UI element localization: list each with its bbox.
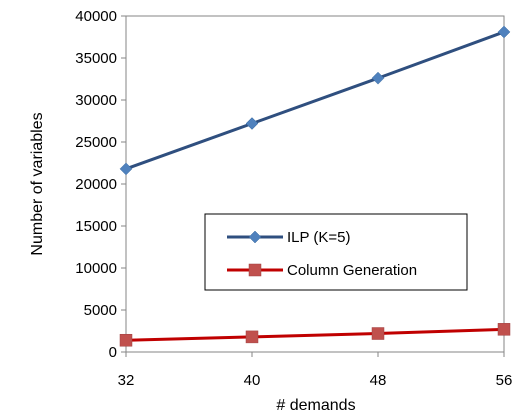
y-tick-label: 40000 — [75, 8, 117, 25]
series-layer — [119, 25, 511, 347]
y-tick-label: 0 — [109, 344, 117, 361]
legend-label: ILP (K=5) — [287, 229, 351, 246]
y-tick-label: 5000 — [84, 302, 117, 319]
y-tick-label: 15000 — [75, 218, 117, 235]
legend-box — [204, 213, 468, 291]
y-tick-label: 20000 — [75, 176, 117, 193]
plot-border — [125, 15, 505, 353]
legend-marker — [248, 263, 262, 277]
y-tick-label: 35000 — [75, 50, 117, 67]
x-axis-ticks: 32 40 48 56 — [118, 352, 513, 389]
y-tick-label: 30000 — [75, 92, 117, 109]
data-point — [371, 327, 385, 340]
y-tick-label: 10000 — [75, 260, 117, 277]
data-point — [371, 71, 385, 85]
series-line — [125, 327, 505, 342]
series-line — [125, 30, 505, 171]
x-tick-label: 56 — [496, 372, 513, 389]
y-axis-ticks: 0 5000 10000 15000 20000 25000 30000 35000 40000 — [75, 8, 126, 361]
y-axis-title: Number of variables — [29, 112, 46, 255]
x-tick-label: 48 — [370, 372, 387, 389]
x-tick-label: 40 — [244, 372, 261, 389]
data-point — [497, 323, 511, 336]
data-point — [497, 25, 511, 39]
y-tick-label: 25000 — [75, 134, 117, 151]
axes — [125, 15, 505, 353]
data-point — [245, 330, 259, 344]
data-point — [245, 117, 259, 130]
data-point — [119, 162, 133, 176]
legend-marker — [248, 230, 262, 244]
series-2 — [119, 323, 511, 347]
legend-label: Column Generation — [287, 262, 417, 279]
legend: ILP (K=5) Column Generation — [204, 213, 468, 291]
x-axis-title: # demands — [276, 397, 355, 414]
series-1 — [119, 25, 511, 176]
data-point — [119, 333, 133, 347]
x-tick-label: 32 — [118, 372, 135, 389]
